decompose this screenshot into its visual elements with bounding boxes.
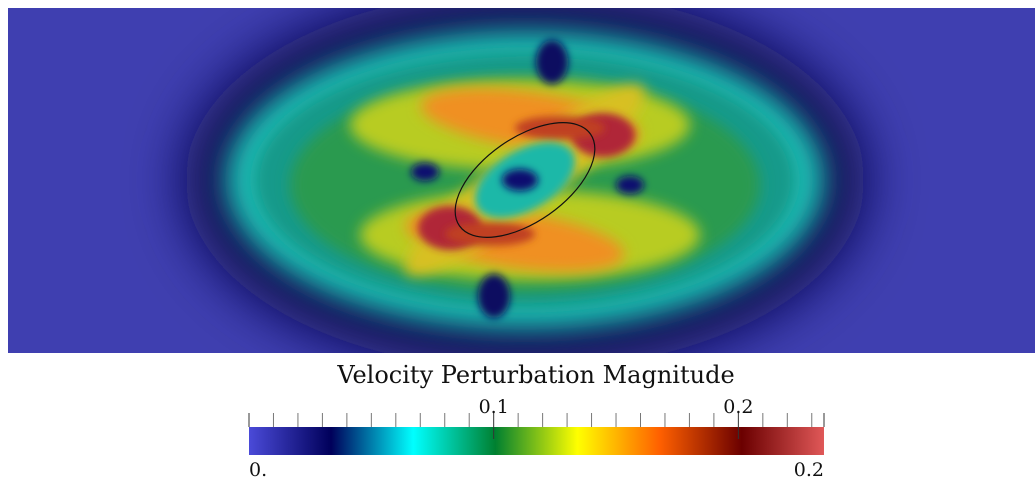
field-plot bbox=[8, 8, 1035, 353]
colorbar-gradient bbox=[249, 427, 824, 455]
colorbar: 0.1 0.2 0. 0.2 bbox=[248, 396, 825, 481]
colorbar-range-label: 0.2 bbox=[794, 459, 824, 481]
colorbar-title: Velocity Perturbation Magnitude bbox=[336, 361, 734, 389]
colorbar-tick-label: 0.1 bbox=[479, 396, 509, 418]
colorbar-tick-label: 0.2 bbox=[723, 396, 753, 418]
colorbar-range-label: 0. bbox=[249, 459, 267, 481]
